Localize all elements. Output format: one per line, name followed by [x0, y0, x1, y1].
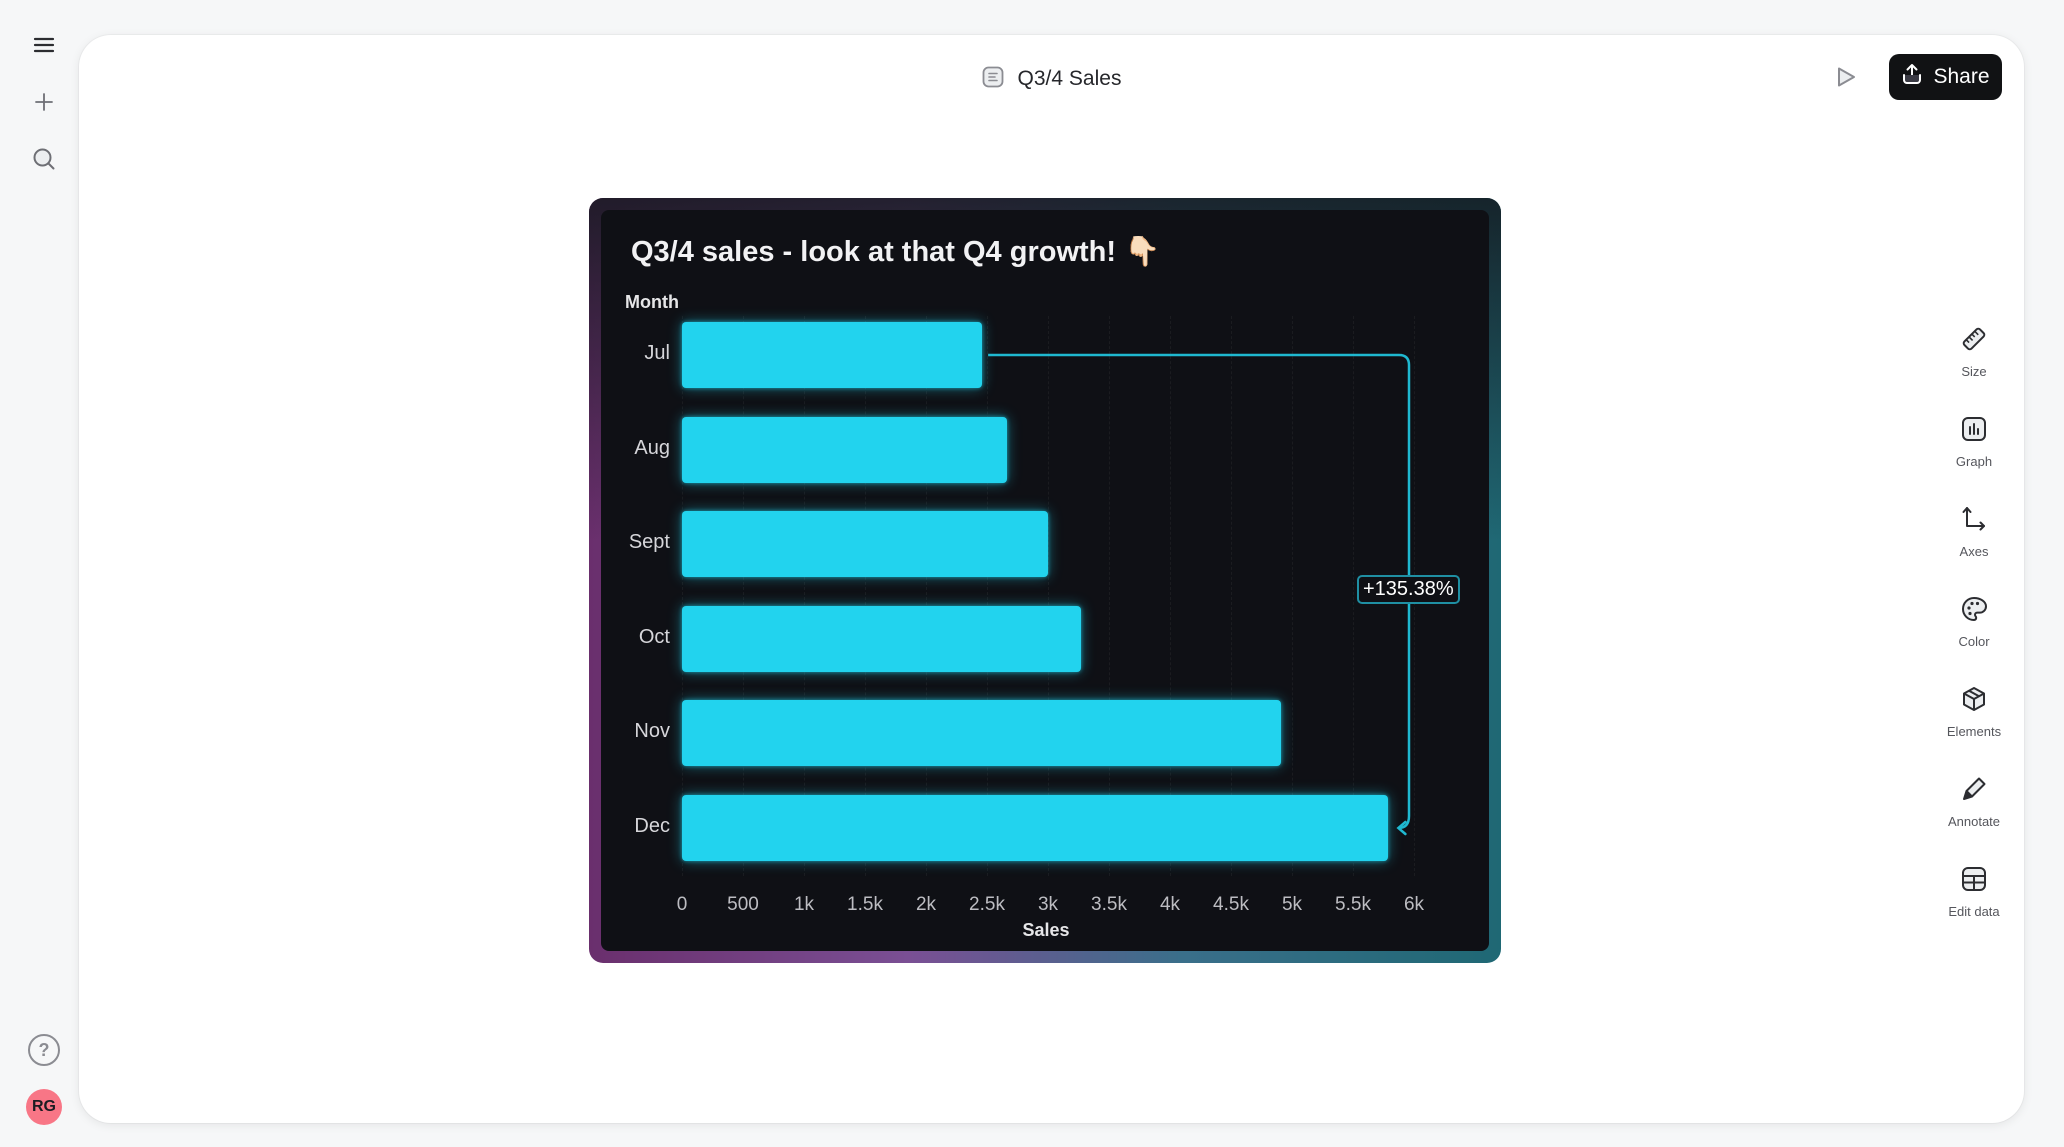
play-presentation-button[interactable] [1828, 61, 1864, 97]
toolbar-label: Graph [1955, 454, 1993, 469]
share-label: Share [1933, 65, 1990, 88]
gridline [1231, 316, 1232, 876]
toolbar-graph-button[interactable]: Graph [1924, 415, 2024, 505]
toolbar-color-button[interactable]: Color [1924, 595, 2024, 685]
chart-title[interactable]: Q3/4 sales - look at that Q4 growth! 👇🏻 [631, 236, 1161, 268]
bar-chart-icon [1960, 415, 1988, 448]
gridline [1109, 316, 1110, 876]
y-axis-label[interactable]: Month [625, 292, 679, 312]
upload-icon [1901, 63, 1923, 91]
toolbar-axes-button[interactable]: Axes [1924, 505, 2024, 595]
gridline [1292, 316, 1293, 876]
category-label: Sept [628, 531, 670, 554]
bar-row: Oct [639, 605, 1414, 672]
plot-area: Jul Aug Sept Oct Nov Dec +135.38% [629, 316, 1460, 876]
document-title-bar: Q3/4 Sales [79, 57, 2024, 101]
toolbar-elements-button[interactable]: Elements [1924, 685, 2024, 775]
toolbar-label: Annotate [1947, 814, 2001, 829]
x-tick-label: 4k [1159, 894, 1181, 915]
bar-row: Nov [634, 700, 1414, 767]
gridline [682, 316, 683, 876]
x-tick-label: 2k [915, 894, 937, 915]
toolbar-label: Size [1961, 364, 1987, 379]
gridline [987, 316, 988, 876]
bar-row: Jul [644, 322, 1414, 388]
toolbar-label: Elements [1946, 724, 2002, 739]
gridline [1048, 316, 1049, 876]
x-tick-label: 2.5k [969, 894, 1005, 915]
bar-row: Dec [634, 795, 1414, 861]
x-tick-label: 6k [1403, 894, 1425, 915]
search-icon[interactable] [24, 139, 64, 179]
palette-icon [1960, 595, 1988, 628]
x-tick-label: 5k [1281, 894, 1303, 915]
bar-nov[interactable] [682, 700, 1282, 767]
gridline [865, 316, 866, 876]
x-tick-label: 1k [793, 894, 815, 915]
plus-icon[interactable] [24, 82, 64, 122]
play-icon [1835, 65, 1857, 94]
help-button[interactable]: ? [28, 1034, 60, 1066]
toolbar-label: Edit data [1948, 904, 2000, 919]
toolbar-label: Axes [1959, 544, 1989, 559]
chart-panel: Q3/4 sales - look at that Q4 growth! 👇🏻 … [601, 210, 1489, 951]
gridline [1170, 316, 1171, 876]
ruler-icon [1960, 325, 1988, 358]
gridline [926, 316, 927, 876]
bar-row: Sept [629, 511, 1414, 578]
x-tick-label: 3.5k [1091, 894, 1127, 915]
growth-annotation-label[interactable]: +135.38% [1357, 574, 1460, 604]
growth-annotation-arrow[interactable] [682, 316, 1434, 876]
toolbar-annotate-button[interactable]: Annotate [1924, 775, 2024, 865]
bar-aug[interactable] [682, 416, 1007, 483]
category-label: Dec [634, 815, 670, 837]
x-tick-label: 5.5k [1335, 894, 1371, 915]
x-tick-label: 4.5k [1213, 894, 1249, 915]
right-toolbar: Size Graph Axes Color Elements Annotate Edit d… [1924, 325, 2024, 955]
pen-icon [1960, 775, 1988, 808]
toolbar-label: Color [1958, 634, 1990, 649]
table-icon [1960, 865, 1988, 898]
x-tick-label: 0 [676, 894, 688, 915]
left-sidebar: ? RG [0, 0, 80, 1147]
gridline [804, 316, 805, 876]
axes-icon [1960, 505, 1988, 538]
document-title[interactable]: Q3/4 Sales [1017, 67, 1122, 90]
gridline [1353, 316, 1354, 876]
x-tick-label: 3k [1037, 894, 1059, 915]
share-button[interactable]: Share [1889, 54, 2002, 100]
bar-row: Aug [634, 416, 1414, 483]
x-axis-label[interactable]: Sales [1022, 920, 1070, 940]
hamburger-menu-icon[interactable] [24, 25, 64, 65]
cube-icon [1960, 685, 1988, 718]
document-icon [982, 66, 1004, 93]
x-tick-label: 1.5k [847, 894, 883, 915]
category-label: Aug [634, 436, 670, 459]
bar-jul[interactable] [682, 322, 983, 388]
chart-card[interactable]: Q3/4 sales - look at that Q4 growth! 👇🏻 … [589, 198, 1501, 963]
bar-dec[interactable] [682, 795, 1389, 861]
x-tick-label: 500 [727, 894, 759, 915]
bar-oct[interactable] [682, 605, 1081, 672]
avatar[interactable]: RG [26, 1089, 62, 1125]
category-label: Jul [644, 342, 670, 364]
toolbar-edit-data-button[interactable]: Edit data [1924, 865, 2024, 955]
toolbar-size-button[interactable]: Size [1924, 325, 2024, 415]
main-canvas: Q3/4 Sales Share Q3/4 sales - look at th… [79, 35, 2024, 1123]
bar-sept[interactable] [682, 511, 1048, 578]
category-label: Nov [634, 720, 670, 743]
gridline [743, 316, 744, 876]
category-label: Oct [638, 625, 670, 648]
